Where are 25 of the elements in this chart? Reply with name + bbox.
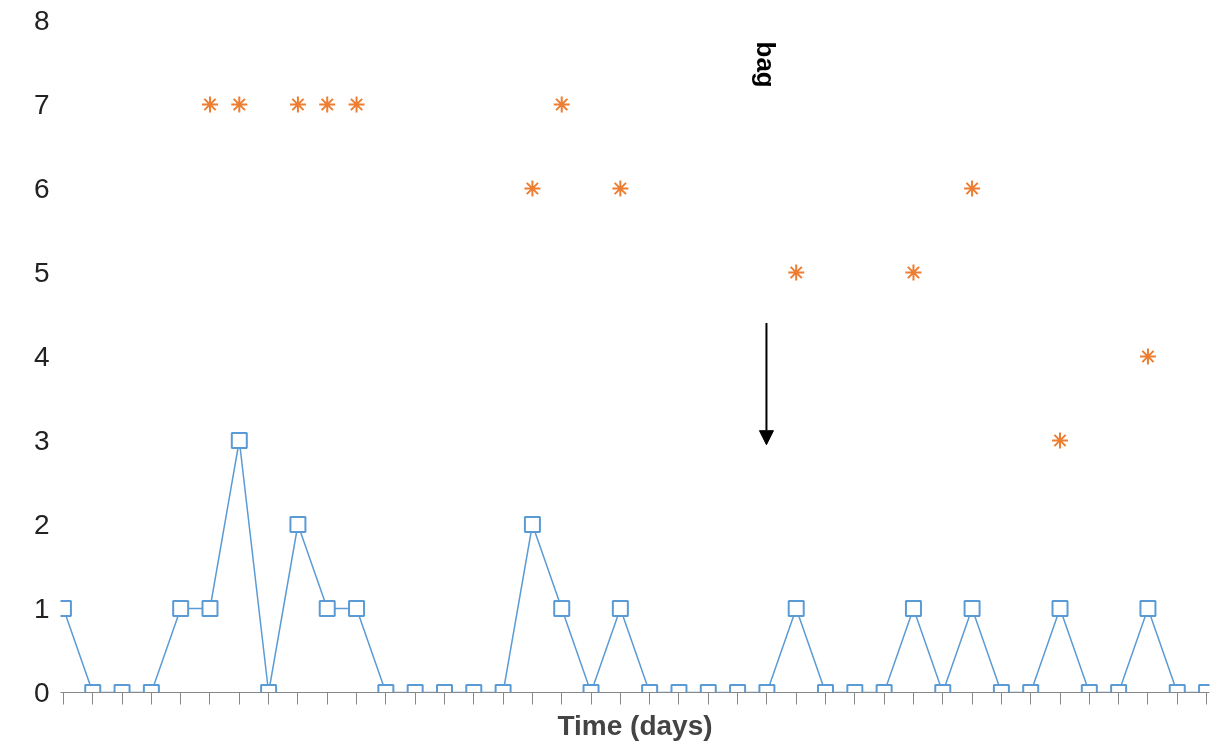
y-tick-label: 3 (33, 425, 50, 456)
point (1138, 347, 1157, 366)
y-tick-label: 7 (33, 89, 50, 120)
y-tick-label: 4 (33, 341, 50, 372)
point (963, 179, 982, 198)
point (318, 95, 337, 114)
point (230, 432, 248, 449)
point (552, 95, 571, 114)
y-tick-label: 0 (33, 677, 50, 708)
y-tick-label: 5 (33, 257, 50, 288)
y-tick-label: 8 (33, 5, 50, 36)
point (347, 95, 366, 114)
point (787, 263, 806, 282)
point (230, 95, 249, 114)
point (200, 95, 219, 114)
point (523, 179, 542, 198)
point (611, 179, 630, 198)
annotation: bag (751, 41, 782, 88)
y-tick-label: 6 (33, 173, 50, 204)
y-tick-label: 2 (33, 509, 50, 540)
point (904, 263, 923, 282)
x-axis-title: Time (days) (557, 709, 713, 741)
point (288, 95, 307, 114)
y-tick-label: 1 (33, 593, 50, 624)
point (1051, 431, 1070, 450)
